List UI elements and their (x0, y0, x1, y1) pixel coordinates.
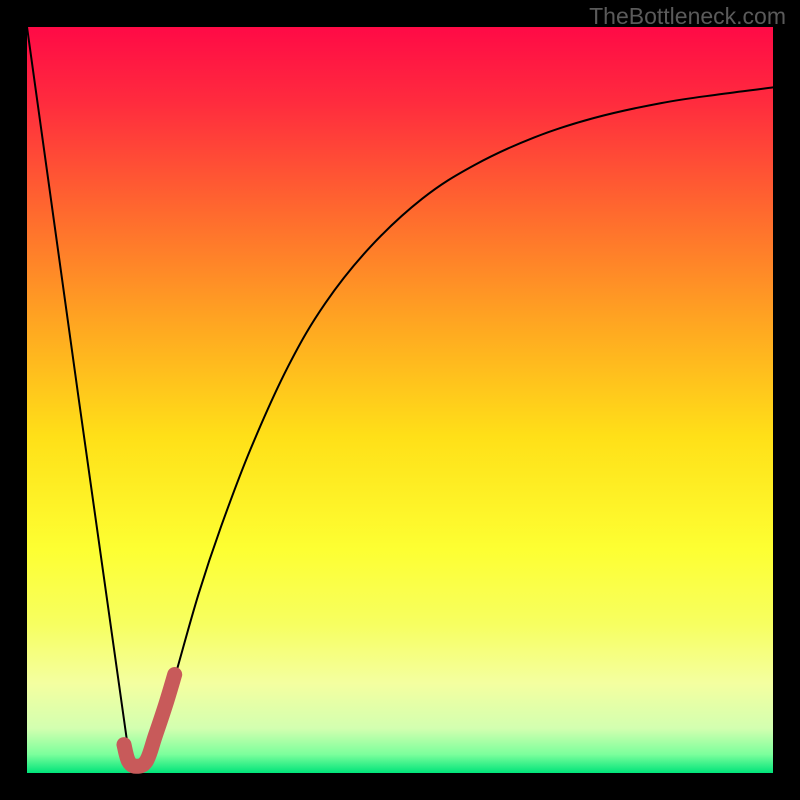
chart-gradient-background (27, 27, 773, 773)
watermark-text: TheBottleneck.com (589, 3, 786, 30)
chart-frame: TheBottleneck.com (0, 0, 800, 800)
bottleneck-chart (0, 0, 800, 800)
